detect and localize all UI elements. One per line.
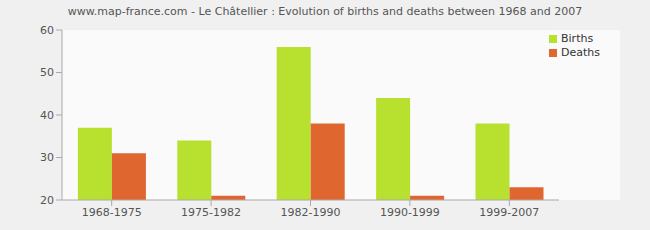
- svg-text:1990-1999: 1990-1999: [380, 206, 440, 219]
- svg-text:50: 50: [40, 66, 54, 79]
- svg-text:20: 20: [40, 194, 54, 207]
- svg-text:1968-1975: 1968-1975: [82, 206, 142, 219]
- svg-text:30: 30: [40, 151, 54, 164]
- svg-text:1999-2007: 1999-2007: [479, 206, 539, 219]
- svg-text:1975-1982: 1975-1982: [181, 206, 241, 219]
- html-text:www.map-france.com - Le Châtel: www.map-france.com - Le Châtellier : Evo…: [67, 5, 583, 18]
- svg-text:1982-1990: 1982-1990: [281, 206, 341, 219]
- svg-text:60: 60: [40, 24, 54, 37]
- svg-text:40: 40: [40, 109, 54, 122]
- html-text:Births: Births: [561, 32, 594, 45]
- html-text:Deaths: Deaths: [561, 46, 600, 59]
